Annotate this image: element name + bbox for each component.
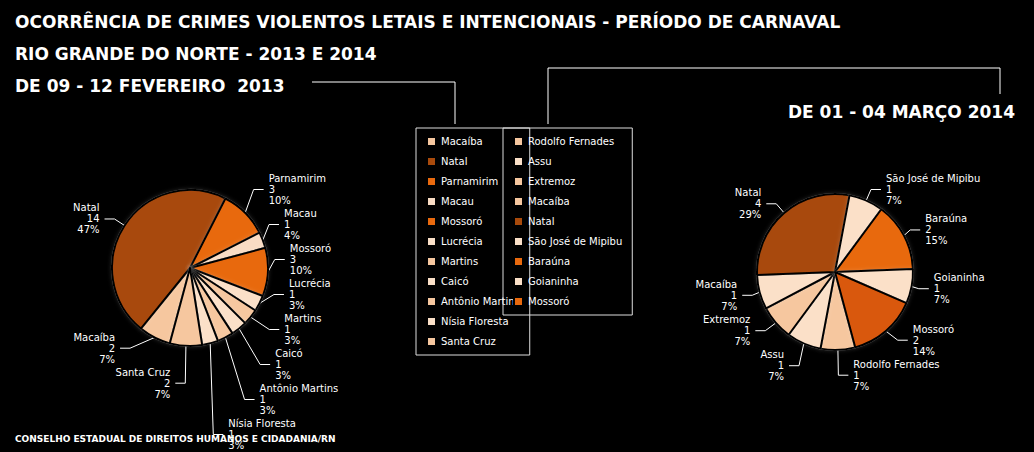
svg-text:Baraúna: Baraúna — [925, 213, 967, 224]
svg-text:Lucrécia: Lucrécia — [441, 236, 483, 247]
svg-text:4: 4 — [755, 198, 761, 209]
svg-text:Mossoró: Mossoró — [290, 243, 331, 254]
svg-text:Natal: Natal — [528, 216, 554, 227]
svg-text:Caicó: Caicó — [441, 276, 469, 287]
svg-text:Assu: Assu — [760, 349, 784, 360]
svg-text:Parnamirim: Parnamirim — [269, 173, 326, 184]
svg-text:Santa Cruz: Santa Cruz — [116, 367, 171, 378]
svg-text:1: 1 — [260, 394, 266, 405]
svg-text:Macau: Macau — [441, 196, 474, 207]
svg-text:1: 1 — [934, 283, 940, 294]
svg-text:São José de Mipibu: São José de Mipibu — [528, 236, 622, 247]
svg-text:Natal: Natal — [735, 187, 761, 198]
svg-text:Rodolfo Fernades: Rodolfo Fernades — [853, 359, 939, 370]
svg-text:Extremoz: Extremoz — [703, 314, 750, 325]
svg-text:3: 3 — [290, 254, 296, 265]
svg-text:2: 2 — [913, 335, 919, 346]
svg-text:7%: 7% — [99, 354, 115, 365]
svg-text:7%: 7% — [934, 294, 950, 305]
svg-text:Mossoró: Mossoró — [441, 216, 482, 227]
svg-text:4%: 4% — [284, 230, 300, 241]
svg-text:Mossoró: Mossoró — [528, 296, 569, 307]
svg-text:1: 1 — [731, 290, 737, 301]
svg-text:1: 1 — [289, 289, 295, 300]
svg-text:RIO GRANDE DO NORTE - 2013 E 2: RIO GRANDE DO NORTE - 2013 E 2014 — [15, 44, 377, 64]
svg-text:3%: 3% — [289, 300, 305, 311]
svg-text:Macaíba: Macaíba — [696, 279, 738, 290]
svg-text:2: 2 — [109, 343, 115, 354]
svg-text:1: 1 — [284, 324, 290, 335]
svg-text:15%: 15% — [925, 235, 947, 246]
svg-text:Caicó: Caicó — [275, 348, 303, 359]
svg-text:7%: 7% — [886, 195, 902, 206]
svg-text:São José de Mipibu: São José de Mipibu — [886, 173, 980, 184]
svg-text:7%: 7% — [154, 389, 170, 400]
svg-text:Mossoró: Mossoró — [913, 324, 954, 335]
svg-text:1: 1 — [853, 370, 859, 381]
svg-text:Rodolfo Fernades: Rodolfo Fernades — [528, 136, 614, 147]
svg-text:Extremoz: Extremoz — [528, 176, 575, 187]
svg-text:10%: 10% — [290, 265, 312, 276]
svg-text:DE 01 - 04 MARÇO 2014: DE 01 - 04 MARÇO 2014 — [788, 102, 1015, 122]
svg-text:2: 2 — [164, 378, 170, 389]
svg-text:DE 09 - 12 FEVEREIRO 2013: DE 09 - 12 FEVEREIRO 2013 — [15, 76, 285, 96]
svg-text:Macaíba: Macaíba — [441, 136, 483, 147]
svg-text:Nísia Floresta: Nísia Floresta — [441, 316, 509, 327]
svg-text:7%: 7% — [768, 371, 784, 382]
svg-text:7%: 7% — [853, 381, 869, 392]
svg-text:Natal: Natal — [441, 156, 467, 167]
svg-text:Antônio Martins: Antônio Martins — [260, 383, 339, 394]
svg-text:OCORRÊNCIA DE CRIMES VIOLENTOS: OCORRÊNCIA DE CRIMES VIOLENTOS LETAIS E … — [15, 11, 840, 32]
svg-text:Martins: Martins — [441, 256, 478, 267]
svg-text:10%: 10% — [269, 195, 291, 206]
svg-text:Baraúna: Baraúna — [528, 256, 570, 267]
svg-text:Natal: Natal — [73, 202, 99, 213]
svg-text:1: 1 — [284, 219, 290, 230]
svg-text:1: 1 — [275, 359, 281, 370]
svg-text:1: 1 — [778, 360, 784, 371]
svg-text:Macau: Macau — [284, 208, 317, 219]
svg-text:1: 1 — [886, 184, 892, 195]
svg-text:CONSELHO ESTADUAL DE DIREITOS: CONSELHO ESTADUAL DE DIREITOS HUMANOS E … — [15, 434, 336, 444]
svg-text:3%: 3% — [275, 370, 291, 381]
svg-text:47%: 47% — [77, 224, 99, 235]
svg-text:2: 2 — [925, 224, 931, 235]
svg-text:14%: 14% — [913, 346, 935, 357]
svg-text:Antônio Martins: Antônio Martins — [441, 296, 520, 307]
svg-text:Lucrécia: Lucrécia — [289, 278, 331, 289]
svg-text:Parnamirim: Parnamirim — [441, 176, 498, 187]
svg-text:14: 14 — [87, 213, 100, 224]
svg-text:Santa Cruz: Santa Cruz — [441, 336, 496, 347]
svg-text:Macaíba: Macaíba — [73, 332, 115, 343]
svg-text:Goianinha: Goianinha — [934, 272, 985, 283]
svg-text:7%: 7% — [721, 301, 737, 312]
svg-text:3%: 3% — [228, 440, 245, 451]
svg-text:29%: 29% — [739, 209, 761, 220]
svg-text:Goianinha: Goianinha — [528, 276, 579, 287]
svg-text:7%: 7% — [734, 336, 750, 347]
svg-text:Martins: Martins — [284, 313, 321, 324]
svg-text:3%: 3% — [284, 335, 300, 346]
svg-text:3: 3 — [269, 184, 275, 195]
svg-text:Assu: Assu — [528, 156, 552, 167]
svg-text:Nísia Floresta: Nísia Floresta — [228, 418, 296, 429]
svg-text:3%: 3% — [260, 405, 276, 416]
svg-text:1: 1 — [744, 325, 750, 336]
svg-text:Macaíba: Macaíba — [528, 196, 570, 207]
